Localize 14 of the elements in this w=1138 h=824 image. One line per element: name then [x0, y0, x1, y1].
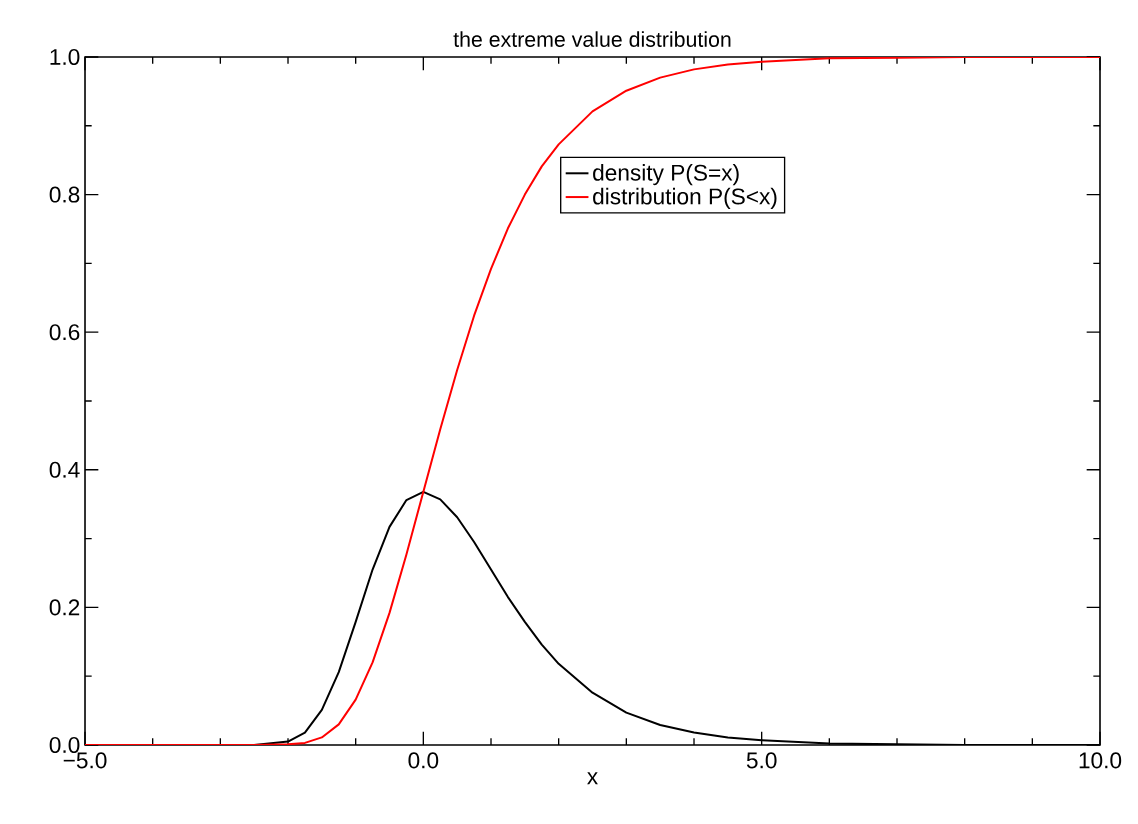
x-tick-label: 10.0 [1079, 752, 1122, 769]
y-tick-label: 0.8 [49, 186, 80, 203]
legend-label: distribution P(S<x) [593, 187, 777, 209]
x-tick-label: 5.0 [746, 752, 777, 769]
y-tick-label: 0.2 [49, 599, 80, 616]
chart-title: the extreme value distribution [453, 31, 731, 47]
x-tick-label: −5.0 [63, 752, 107, 769]
x-axis-title: x [587, 772, 598, 785]
x-tick-label: 0.0 [408, 752, 439, 769]
y-tick-label: 0.6 [49, 324, 80, 341]
y-tick-label: 0.0 [49, 736, 80, 754]
y-tick-label: 0.4 [49, 461, 80, 478]
y-tick-label: 1.0 [50, 48, 80, 66]
legend-label: density P(S=x) [593, 164, 739, 186]
